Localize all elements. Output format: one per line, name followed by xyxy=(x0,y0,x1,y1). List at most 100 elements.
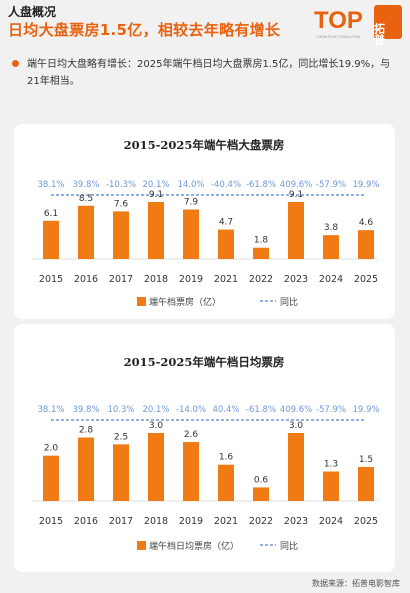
bar-value-label-2019: 2.6 xyxy=(184,430,199,440)
bar-2018 xyxy=(148,433,164,501)
x-tick-2025: 2025 xyxy=(354,274,378,285)
yoy-label-2023: 409.6% xyxy=(280,405,312,415)
logo-brand: 拓普 xyxy=(373,22,386,46)
bar-2015 xyxy=(43,220,59,259)
chart-title: 2015-2025年端午档日均票房 xyxy=(124,355,285,369)
bar-value-label-2016: 2.8 xyxy=(79,426,94,436)
chart-total-box-office: 2015-2025年端午档大盘票房 6.1 38.1% 2015 8.5 39.8% 201… xyxy=(32,138,380,308)
x-tick-2025: 2025 xyxy=(354,516,378,527)
yoy-label-2021: -40.4% xyxy=(211,180,241,190)
x-tick-2018: 2018 xyxy=(144,516,168,527)
bar-value-label-2022: 1.8 xyxy=(254,236,269,246)
yoy-label-2018: 20.1% xyxy=(142,405,169,415)
legend-bar-label: 端午档日均票房（亿） xyxy=(149,540,239,552)
bar-value-label-2025: 1.5 xyxy=(359,455,373,465)
bar-2022 xyxy=(253,247,269,259)
x-tick-2022: 2022 xyxy=(249,516,273,527)
bar-value-label-2023: 9.1 xyxy=(289,190,303,200)
x-tick-2015: 2015 xyxy=(39,274,63,285)
chart-daily-box-office: 2015-2025年端午档日均票房 2.0 38.1% 2015 2.8 39.8% 201… xyxy=(32,355,380,552)
logo-letters: TOP xyxy=(314,7,363,34)
bar-2019 xyxy=(183,442,199,501)
bar-2017 xyxy=(113,211,129,259)
x-tick-2019: 2019 xyxy=(179,274,203,285)
bar-2024 xyxy=(323,235,339,259)
bar-value-label-2023: 3.0 xyxy=(289,421,304,431)
x-tick-2016: 2016 xyxy=(74,274,98,285)
x-tick-2017: 2017 xyxy=(109,274,133,285)
x-tick-2021: 2021 xyxy=(214,274,238,285)
logo-subtext: CHINA FILM CONSULTING xyxy=(316,35,361,39)
bar-2021 xyxy=(218,229,234,259)
bar-value-label-2015: 6.1 xyxy=(44,209,58,219)
x-tick-2019: 2019 xyxy=(179,516,203,527)
yoy-label-2018: 20.1% xyxy=(142,180,169,190)
bar-value-label-2018: 3.0 xyxy=(149,421,164,431)
chart-title: 2015-2025年端午档大盘票房 xyxy=(124,138,285,152)
x-tick-2017: 2017 xyxy=(109,516,133,527)
x-tick-2024: 2024 xyxy=(319,516,343,527)
logo-badge xyxy=(374,5,402,39)
bar-value-label-2024: 3.8 xyxy=(324,223,339,233)
bar-2015 xyxy=(43,455,59,501)
bar-2024 xyxy=(323,471,339,501)
bar-2025 xyxy=(358,230,374,259)
yoy-label-2022: -61.8% xyxy=(246,405,276,415)
yoy-label-2021: 40.4% xyxy=(212,405,239,415)
bar-value-label-2024: 1.3 xyxy=(324,460,338,470)
legend-bar-swatch xyxy=(137,541,146,550)
x-tick-2018: 2018 xyxy=(144,274,168,285)
bar-2019 xyxy=(183,209,199,259)
bar-value-label-2016: 8.5 xyxy=(79,194,93,204)
legend-bar-label: 端午档票房（亿） xyxy=(149,296,221,308)
bar-2017 xyxy=(113,444,129,501)
yoy-label-2019: -14.0% xyxy=(176,405,206,415)
bullet-dot xyxy=(12,60,19,67)
chart-card-daily-box-office: 2015-2025年端午档日均票房 2.0 38.1% 2015 2.8 39.8% 201… xyxy=(14,324,395,572)
x-tick-2021: 2021 xyxy=(214,516,238,527)
yoy-label-2015: 38.1% xyxy=(37,405,64,415)
yoy-label-2016: 39.8% xyxy=(72,405,99,415)
yoy-label-2025: 19.9% xyxy=(352,180,379,190)
yoy-label-2022: -61.8% xyxy=(246,180,276,190)
bar-2018 xyxy=(148,202,164,259)
yoy-label-2024: -57.9% xyxy=(316,405,346,415)
bar-value-label-2021: 1.6 xyxy=(219,453,234,463)
yoy-label-2017: 10.3% xyxy=(107,405,134,415)
bullet-text: 端午日均大盘略有增长：2025年端午档日均大盘票房1.5亿，同比增长19.9%，… xyxy=(27,59,391,87)
top-logo: TOP CHINA FILM CONSULTING 拓普 xyxy=(314,5,402,46)
bar-2022 xyxy=(253,487,269,501)
bar-value-label-2025: 4.6 xyxy=(359,218,374,228)
section-label: 人盘概况 xyxy=(8,5,57,19)
bar-value-label-2017: 7.6 xyxy=(114,199,129,209)
bar-2023 xyxy=(288,202,304,259)
chart-card-total-box-office: 2015-2025年端午档大盘票房 6.1 38.1% 2015 8.5 39.8% 201… xyxy=(14,124,395,319)
bar-2016 xyxy=(78,205,94,259)
yoy-label-2016: 39.8% xyxy=(72,180,99,190)
legend-line-label: 同比 xyxy=(280,540,298,552)
bar-2016 xyxy=(78,437,94,501)
x-tick-2016: 2016 xyxy=(74,516,98,527)
x-tick-2023: 2023 xyxy=(284,274,308,285)
legend-line-label: 同比 xyxy=(280,296,298,308)
bar-value-label-2021: 4.7 xyxy=(219,218,233,228)
bar-2021 xyxy=(218,464,234,501)
yoy-label-2023: 409.6% xyxy=(280,180,312,190)
yoy-label-2025: 19.9% xyxy=(352,405,379,415)
yoy-label-2015: 38.1% xyxy=(37,180,64,190)
yoy-label-2017: -10.3% xyxy=(106,180,136,190)
x-tick-2023: 2023 xyxy=(284,516,308,527)
yoy-label-2024: -57.9% xyxy=(316,180,346,190)
bar-value-label-2017: 2.5 xyxy=(114,432,128,442)
bar-value-label-2015: 2.0 xyxy=(44,444,59,454)
page-headline: 日均大盘票房1.5亿，相较去年略有增长 xyxy=(8,21,281,39)
data-source: 数据来源：拓普电影智库 xyxy=(312,579,400,588)
bar-2023 xyxy=(288,433,304,501)
x-tick-2015: 2015 xyxy=(39,516,63,527)
bar-value-label-2018: 9.1 xyxy=(149,190,163,200)
bar-value-label-2022: 0.6 xyxy=(254,475,269,485)
x-tick-2024: 2024 xyxy=(319,274,343,285)
bar-value-label-2019: 7.9 xyxy=(184,198,199,208)
yoy-label-2019: 14.0% xyxy=(177,180,204,190)
legend-bar-swatch xyxy=(137,297,146,306)
